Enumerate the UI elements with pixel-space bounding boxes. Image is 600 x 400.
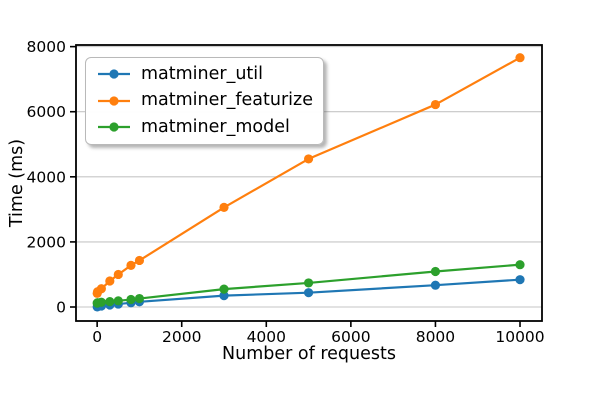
legend-line-marker-icon [98, 69, 130, 79]
data-point-matminer_model [126, 294, 136, 305]
legend-line-marker-icon [98, 96, 130, 106]
legend-line-marker-icon [98, 122, 130, 132]
data-point-matminer_util [219, 291, 229, 301]
x-tick-label: 8000 [416, 328, 455, 346]
y-tick-label: 2000 [27, 233, 66, 251]
y-tick-label: 8000 [27, 38, 66, 56]
data-point-matminer_featurize [219, 202, 229, 213]
data-point-matminer_model [303, 278, 314, 288]
data-point-matminer_model [430, 266, 441, 277]
data-point-matminer_featurize [303, 154, 314, 164]
data-point-matminer_featurize [96, 284, 106, 294]
data-point-matminer_model [96, 297, 106, 307]
axes-frame [75, 44, 543, 322]
data-point-matminer_model [219, 284, 229, 294]
legend: matminer_util matminer_featurize matmine… [85, 57, 324, 145]
x-tick-label: 4000 [247, 328, 286, 346]
y-tick-label: 4000 [27, 168, 66, 186]
legend-item-matminer-featurize: matminer_featurize [96, 88, 313, 115]
x-axis-label: Number of requests [222, 344, 396, 364]
data-point-matminer_model [515, 260, 525, 270]
y-tick-label: 6000 [27, 103, 66, 121]
data-point-matminer_featurize [134, 255, 145, 266]
x-tick-label: 6000 [331, 328, 370, 346]
x-tick-label: 0 [92, 328, 102, 346]
x-tick-label: 10000 [495, 328, 544, 346]
y-axis-label: Time (ms) [7, 138, 27, 228]
y-tick-label: 0 [56, 299, 66, 317]
legend-item-matminer-util: matminer_util [96, 61, 313, 88]
data-point-matminer_featurize [113, 269, 123, 280]
legend-label: matminer_featurize [141, 90, 313, 110]
data-point-matminer_util [430, 280, 441, 290]
legend-label: matminer_model [141, 116, 290, 137]
legend-label: matminer_util [141, 63, 264, 84]
data-point-matminer_featurize [105, 276, 115, 286]
x-tick-label: 2000 [162, 328, 201, 346]
data-point-matminer_util [303, 288, 314, 298]
data-point-matminer_featurize [515, 53, 525, 63]
data-point-matminer_model [134, 293, 145, 304]
data-point-matminer_featurize [430, 99, 441, 110]
data-point-matminer_model [105, 297, 115, 307]
data-point-matminer_featurize [126, 260, 136, 270]
legend-item-matminer-model: matminer_model [96, 114, 313, 141]
data-point-matminer_model [113, 296, 123, 306]
data-point-matminer_util [515, 275, 525, 285]
